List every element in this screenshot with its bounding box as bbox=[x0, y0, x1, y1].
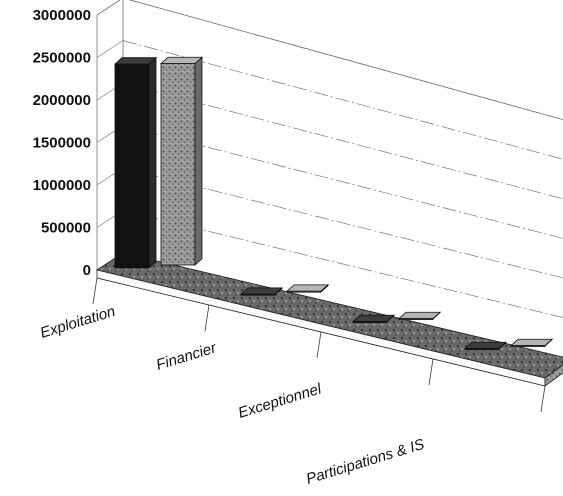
y-tick-label: 1500000 bbox=[33, 135, 91, 152]
y-tick-label: 2000000 bbox=[33, 92, 91, 109]
gridline bbox=[128, 0, 563, 121]
bar-top bbox=[397, 311, 442, 319]
bar-top bbox=[113, 57, 158, 65]
x-tick bbox=[428, 358, 434, 386]
gridline-side bbox=[96, 40, 124, 58]
bar bbox=[239, 286, 284, 296]
bar-top bbox=[159, 56, 204, 64]
x-tick bbox=[92, 277, 98, 305]
bar-top bbox=[509, 338, 554, 346]
bar-top bbox=[239, 287, 284, 295]
bar bbox=[397, 311, 442, 320]
floor-side bbox=[544, 364, 563, 387]
y-axis: 3000000 2500000 2000000 1500000 1000000 50000… bbox=[33, 7, 91, 279]
x-tick bbox=[316, 331, 322, 359]
bar-top bbox=[463, 341, 508, 349]
y-tick-label: 0 bbox=[83, 262, 91, 279]
x-tick-label: Exceptionnel bbox=[236, 380, 324, 422]
bar-top bbox=[351, 314, 396, 322]
bar-side bbox=[194, 56, 203, 266]
y-tick-label: 3000000 bbox=[33, 7, 91, 24]
gridline-side bbox=[96, 0, 121, 16]
x-tick-label: Exploitation bbox=[38, 303, 117, 342]
x-tick bbox=[204, 304, 210, 332]
x-tick-label: Participations & IS bbox=[304, 436, 426, 488]
bar bbox=[285, 283, 330, 293]
y-tick-label: 1000000 bbox=[33, 177, 91, 194]
x-tick-label: Financier bbox=[154, 339, 219, 374]
y-tick-label: 500000 bbox=[41, 220, 91, 237]
y-tick-label: 2500000 bbox=[33, 50, 91, 67]
bar-front bbox=[114, 63, 150, 269]
bar bbox=[463, 341, 508, 350]
bar bbox=[351, 314, 396, 323]
x-tick bbox=[540, 385, 546, 413]
bar-side bbox=[148, 56, 157, 269]
bar bbox=[159, 56, 204, 266]
bars bbox=[113, 56, 554, 350]
bar bbox=[509, 338, 554, 347]
bar-front bbox=[160, 63, 196, 266]
bar-top bbox=[285, 284, 330, 292]
bar bbox=[113, 56, 158, 269]
